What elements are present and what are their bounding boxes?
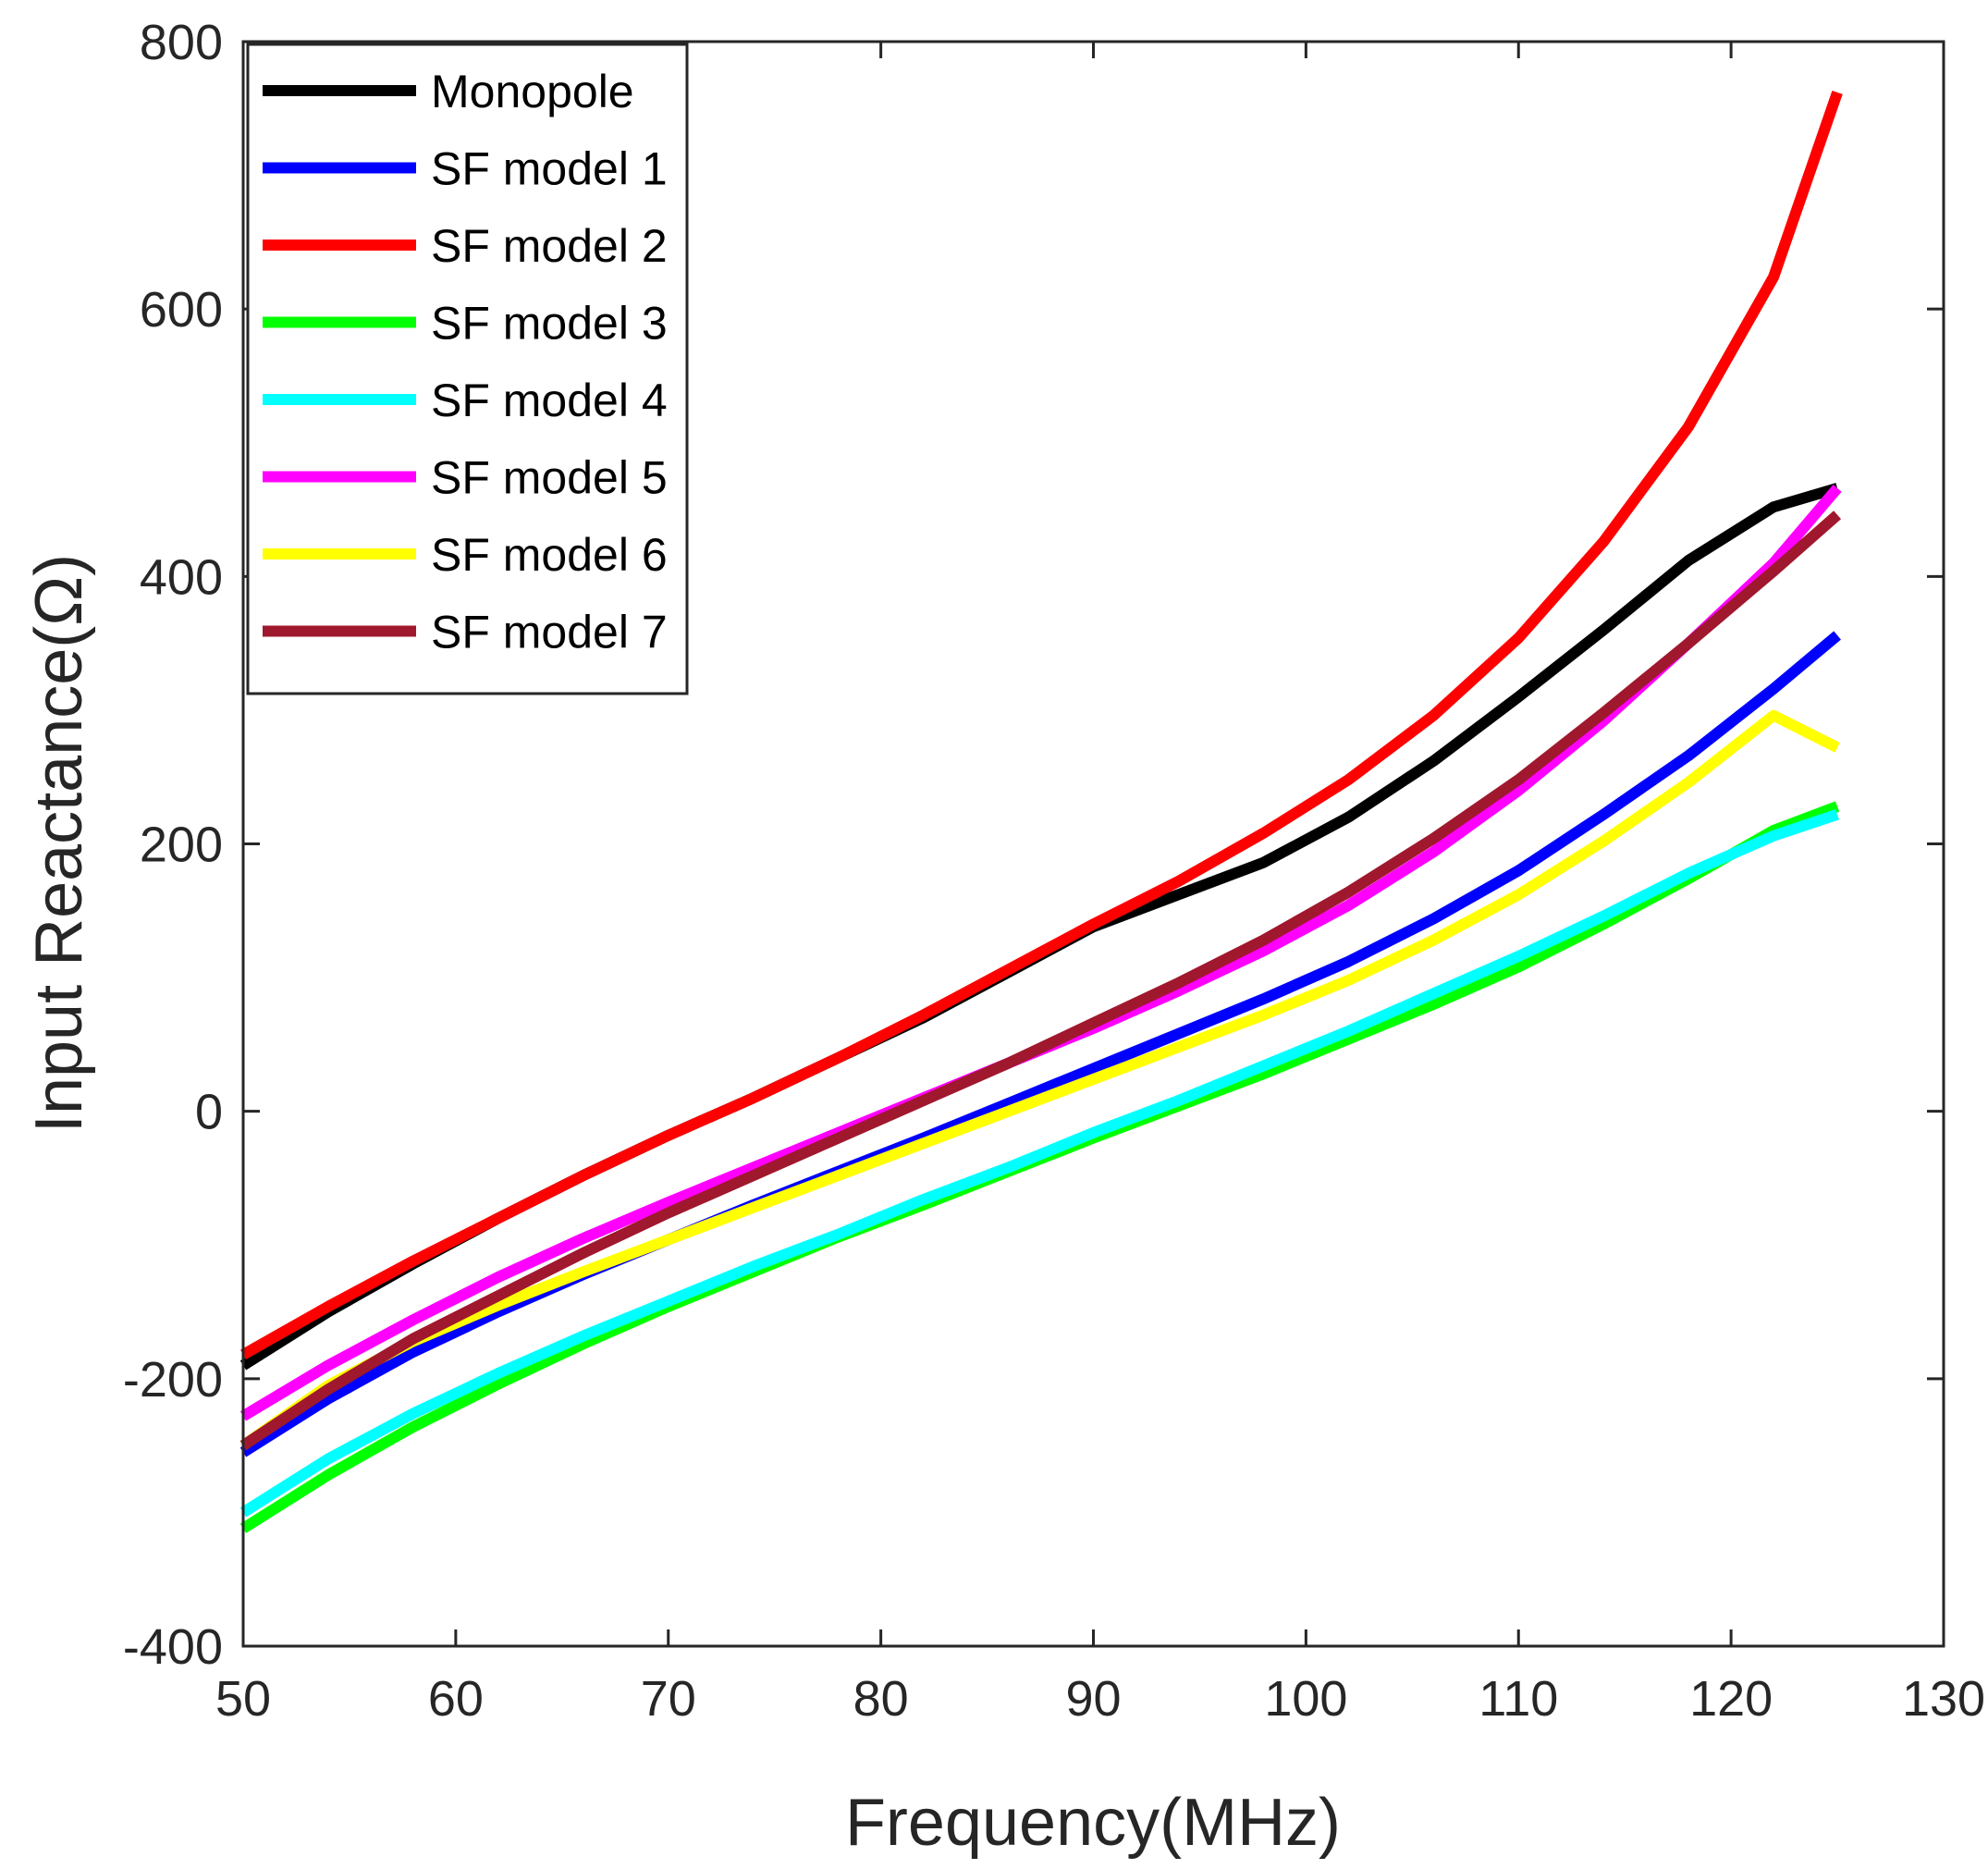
x-tick-label: 100 <box>1264 1671 1347 1727</box>
x-tick-label: 50 <box>215 1671 271 1727</box>
legend-label-5: SF model 4 <box>431 375 668 426</box>
series-line-3 <box>240 90 1843 1360</box>
x-tick-label: 80 <box>853 1671 909 1727</box>
x-tick-label: 90 <box>1065 1671 1121 1727</box>
y-tick-label: -400 <box>123 1619 223 1675</box>
x-tick-label: 120 <box>1689 1671 1773 1727</box>
legend-label-6: SF model 5 <box>431 452 668 504</box>
legend: Monopole SF model 1 SF model 2 SF model 3 SF… <box>246 43 689 695</box>
series-line-5 <box>239 809 1840 1518</box>
y-tick-label: 600 <box>140 282 223 338</box>
x-tick-label: 70 <box>641 1671 696 1727</box>
x-tick-label: 130 <box>1902 1671 1985 1727</box>
series-line-2 <box>239 631 1841 1457</box>
legend-label-3: SF model 2 <box>431 220 668 272</box>
legend-label-2: SF model 1 <box>431 143 668 195</box>
series-line-8 <box>239 510 1842 1451</box>
series-layer <box>239 90 1843 1533</box>
legend-label-1: Monopole <box>431 66 634 117</box>
legend-label-8: SF model 7 <box>431 607 668 658</box>
y-axis-title: Input Reactance(Ω) <box>22 554 96 1133</box>
y-tick-label: 200 <box>140 818 223 873</box>
y-tick-label: 0 <box>195 1085 223 1140</box>
legend-label-7: SF model 6 <box>431 529 668 581</box>
tick-layer: 50 60 70 80 90 100 110 120 130 -400 -200 0 200 400 600… <box>123 15 1985 1727</box>
y-tick-label: 800 <box>140 15 223 70</box>
legend-label-4: SF model 3 <box>431 298 668 350</box>
x-tick-label: 60 <box>428 1671 484 1727</box>
legend-box <box>246 43 689 695</box>
y-tick-label: -200 <box>123 1352 223 1408</box>
x-tick-label: 110 <box>1479 1671 1558 1727</box>
y-tick-label: 400 <box>140 549 223 605</box>
series-line-7 <box>239 709 1840 1450</box>
x-axis-title: Frequency(MHz) <box>845 1786 1341 1860</box>
